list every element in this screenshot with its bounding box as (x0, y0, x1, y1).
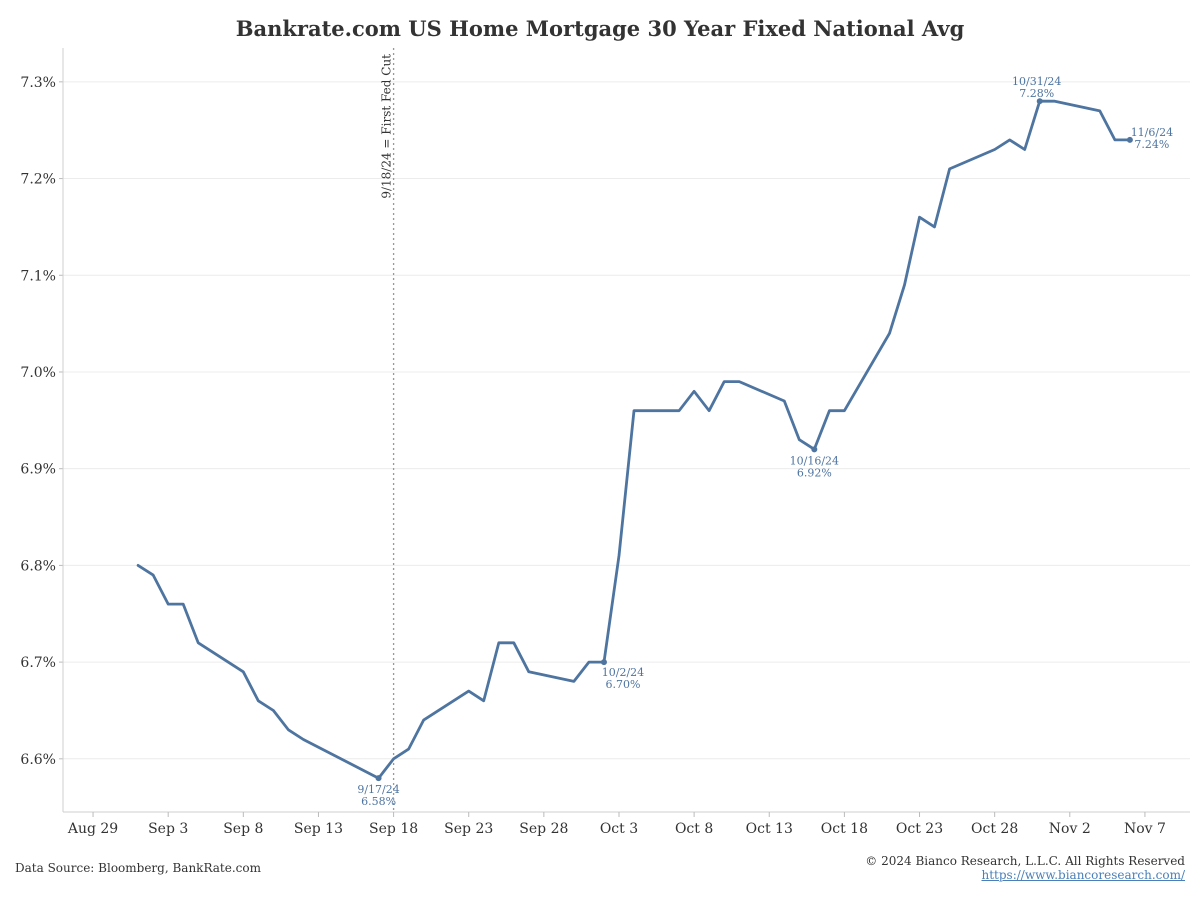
data-point (482, 699, 485, 702)
x-tick-label: Sep 18 (369, 821, 418, 837)
data-point (888, 332, 891, 335)
x-tick-label: Oct 3 (600, 821, 638, 837)
series-layer (136, 99, 1132, 780)
data-point (573, 680, 576, 683)
data-point (257, 699, 260, 702)
y-tick-label: 7.0% (20, 365, 56, 381)
data-point (197, 641, 200, 644)
data-point (678, 409, 681, 412)
annotation-date-label: 10/2/24 (602, 666, 644, 679)
y-tick-label: 7.1% (20, 268, 56, 284)
data-point (843, 409, 846, 412)
data-point (407, 748, 410, 751)
gridlines (63, 81, 1190, 760)
x-tick-label: Oct 23 (896, 821, 943, 837)
fed-cut-label: 9/18/24 = First Fed Cut (380, 54, 394, 199)
data-point (152, 574, 155, 577)
y-tick-label: 6.6% (20, 752, 56, 768)
annotation-marker (1036, 98, 1043, 105)
chart-title: Bankrate.com US Home Mortgage 30 Year Fi… (235, 16, 965, 41)
data-point (693, 390, 696, 393)
annotation-marker (1126, 136, 1133, 143)
x-tick-label: Oct 18 (821, 821, 868, 837)
data-point (798, 438, 801, 441)
data-point (588, 661, 591, 664)
mortgage-rate-line (136, 99, 1132, 780)
y-tick-label: 7.3% (20, 75, 56, 91)
data-point (422, 719, 425, 722)
y-tick-label: 6.7% (20, 655, 56, 671)
x-tick-label: Oct 8 (675, 821, 713, 837)
data-point (918, 216, 921, 219)
y-tick-label: 7.2% (20, 172, 56, 188)
x-tick-label: Nov 7 (1124, 821, 1166, 837)
data-point (783, 400, 786, 403)
x-tick-label: Oct 28 (971, 821, 1018, 837)
annotation-marker (600, 659, 607, 666)
data-point (167, 603, 170, 606)
data-point (618, 554, 621, 557)
y-tick-label: 6.8% (20, 558, 56, 574)
data-point (1053, 100, 1056, 103)
data-point (242, 670, 245, 673)
annotation-value-label: 7.24% (1134, 138, 1169, 151)
fed-cut-marker: 9/18/24 = First Fed Cut (380, 48, 395, 812)
data-point (287, 728, 290, 731)
data-point (708, 409, 711, 412)
data-point (1008, 138, 1011, 141)
data-point (392, 757, 395, 760)
data-point (933, 226, 936, 229)
data-point (302, 738, 305, 741)
x-tick-label: Sep 28 (519, 821, 568, 837)
x-tick-label: Sep 3 (148, 821, 188, 837)
data-point (738, 380, 741, 383)
data-point (1113, 138, 1116, 141)
data-point (903, 284, 906, 287)
data-point (497, 641, 500, 644)
data-point (828, 409, 831, 412)
data-point (527, 670, 530, 673)
data-point (1023, 148, 1026, 151)
annotation-date-label: 9/17/24 (357, 783, 399, 796)
data-point (723, 380, 726, 383)
data-point (633, 409, 636, 412)
annotation-value-label: 7.28% (1019, 87, 1054, 100)
annotation-value-label: 6.70% (605, 678, 640, 691)
data-point (1098, 109, 1101, 112)
annotation-date-label: 10/16/24 (790, 454, 839, 467)
annotation-date-label: 11/6/24 (1131, 126, 1173, 139)
data-point (137, 564, 140, 567)
annotation-value-label: 6.92% (797, 466, 832, 479)
x-tick-label: Oct 13 (746, 821, 793, 837)
data-point (512, 641, 515, 644)
annotation-marker (375, 775, 382, 782)
x-tick-label: Sep 8 (223, 821, 263, 837)
annotations: 9/17/246.58% 10/2/246.70% 10/16/246.92% 10/… (357, 75, 1173, 808)
x-tick-label: Sep 13 (294, 821, 343, 837)
copyright-note: © 2024 Bianco Research, L.L.C. All Right… (865, 854, 1185, 868)
x-tick-label: Sep 23 (444, 821, 493, 837)
annotation-date-label: 10/31/24 (1012, 75, 1061, 88)
data-point (993, 148, 996, 151)
x-tick-label: Aug 29 (67, 821, 118, 837)
annotation-value-label: 6.58% (361, 795, 396, 808)
axes: 6.6% 6.7% 6.8% 6.9% 7.0% 7.1% 7.2% 7.3% Aug 29 Se… (20, 48, 1190, 837)
website-link[interactable]: https://www.biancoresearch.com/ (981, 868, 1185, 882)
data-point (182, 603, 185, 606)
data-point (467, 690, 470, 693)
x-tick-label: Nov 2 (1049, 821, 1091, 837)
data-source-note: Data Source: Bloomberg, BankRate.com (15, 861, 261, 875)
data-point (948, 167, 951, 170)
y-tick-label: 6.9% (20, 462, 56, 478)
data-point (272, 709, 275, 712)
annotation-marker (811, 446, 818, 453)
